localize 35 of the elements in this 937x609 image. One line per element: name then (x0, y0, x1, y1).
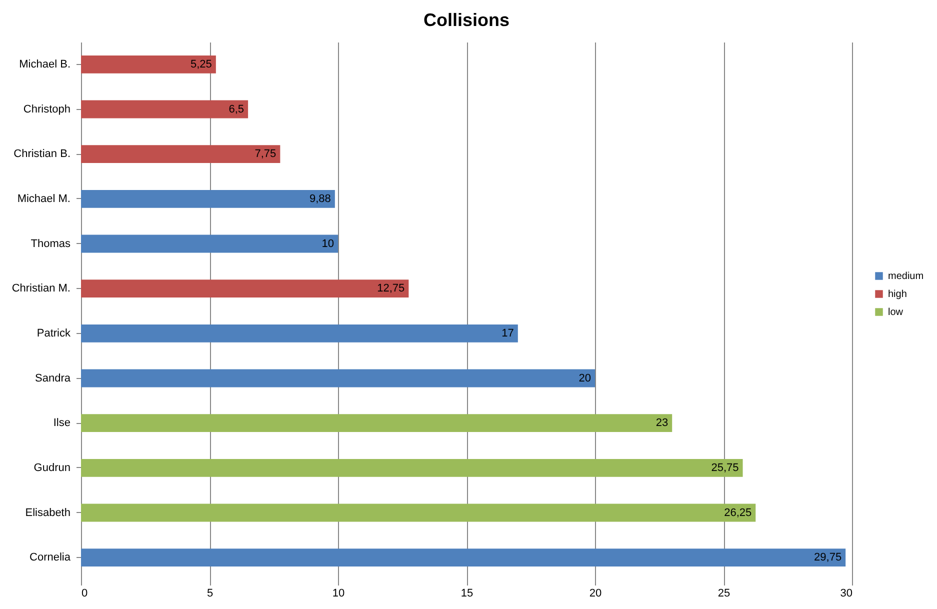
y-tick-label: Cornelia (30, 552, 72, 564)
y-tick-label: Thomas (30, 238, 71, 250)
data-label: 25,75 (711, 462, 739, 474)
data-label: 29,75 (814, 552, 842, 564)
y-tick-label: Michael B. (19, 58, 70, 70)
data-label: 5,25 (190, 58, 212, 70)
y-tick-label: Michael M. (17, 192, 70, 205)
data-label: 12,75 (377, 282, 405, 295)
data-label: 10 (322, 238, 334, 250)
y-tick-label: Patrick (36, 327, 71, 340)
y-tick-label: Ilse (53, 417, 70, 430)
y-tick-label: Christian B. (14, 148, 70, 160)
data-label: 9,88 (309, 192, 331, 205)
x-tick-label: 25 (718, 588, 730, 600)
data-label: 7,75 (254, 148, 276, 160)
data-label: 26,25 (724, 506, 752, 519)
data-label: 6,5 (228, 103, 244, 116)
x-tick-label: 30 (840, 588, 852, 600)
data-label: 23 (656, 417, 668, 430)
x-tick-label: 10 (332, 588, 345, 600)
x-tick-label: 15 (460, 588, 474, 600)
x-tick-label: 5 (206, 588, 214, 600)
x-tick-label: 20 (589, 588, 602, 600)
data-label: 17 (502, 327, 514, 340)
data-label: 20 (578, 372, 591, 384)
legend-label: high (888, 289, 907, 300)
legend-label: low (888, 307, 904, 318)
y-tick-label: Sandra (35, 372, 72, 384)
y-tick-label: Elisabeth (25, 506, 70, 519)
x-tick-label: 0 (82, 588, 88, 600)
y-tick-label: Christian M. (12, 282, 70, 295)
legend-label: medium (888, 271, 924, 282)
y-tick-label: Gudrun (34, 462, 70, 474)
y-tick-label: Christoph (23, 103, 70, 116)
chart-title: Collisions (423, 10, 510, 30)
